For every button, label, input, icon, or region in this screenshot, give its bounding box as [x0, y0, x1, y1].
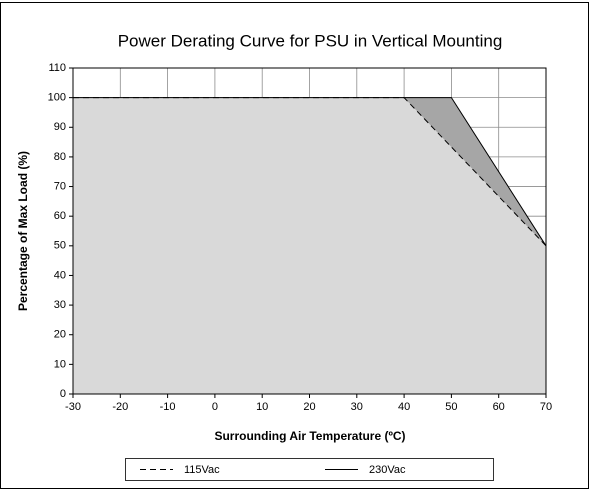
legend-label: 115Vac: [184, 464, 220, 476]
y-tick-label: 70: [54, 180, 66, 192]
x-tick-label: 70: [540, 401, 552, 413]
x-tick-label: 10: [256, 401, 268, 413]
y-tick-label: 10: [54, 358, 66, 370]
x-tick-label: -10: [160, 401, 176, 413]
y-tick-label: 0: [60, 388, 66, 400]
y-axis-label: Percentage of Max Load (%): [16, 151, 30, 311]
y-tick-label: 80: [54, 151, 66, 163]
x-tick-label: 40: [398, 401, 410, 413]
legend-label: 230Vac: [369, 464, 406, 476]
y-tick-label: 90: [54, 121, 66, 133]
area-fill: [73, 97, 546, 395]
x-tick-label: -30: [65, 401, 81, 413]
y-tick-label: 60: [54, 210, 66, 222]
x-axis-label: Surrounding Air Temperature (ºC): [214, 429, 405, 443]
chart-title: Power Derating Curve for PSU in Vertical…: [118, 31, 503, 50]
x-tick-label: -20: [112, 401, 128, 413]
x-tick-label: 0: [212, 401, 218, 413]
x-tick-label: 30: [351, 401, 363, 413]
y-tick-label: 110: [48, 62, 66, 74]
x-tick-label: 50: [445, 401, 457, 413]
x-tick-label: 20: [303, 401, 315, 413]
y-tick-label: 20: [54, 329, 66, 341]
y-tick-label: 40: [54, 269, 66, 281]
y-tick-label: 30: [54, 299, 66, 311]
legend: [125, 458, 494, 481]
y-tick-label: 50: [54, 240, 66, 252]
y-tick-label: 100: [48, 92, 66, 104]
x-tick-label: 60: [493, 401, 505, 413]
